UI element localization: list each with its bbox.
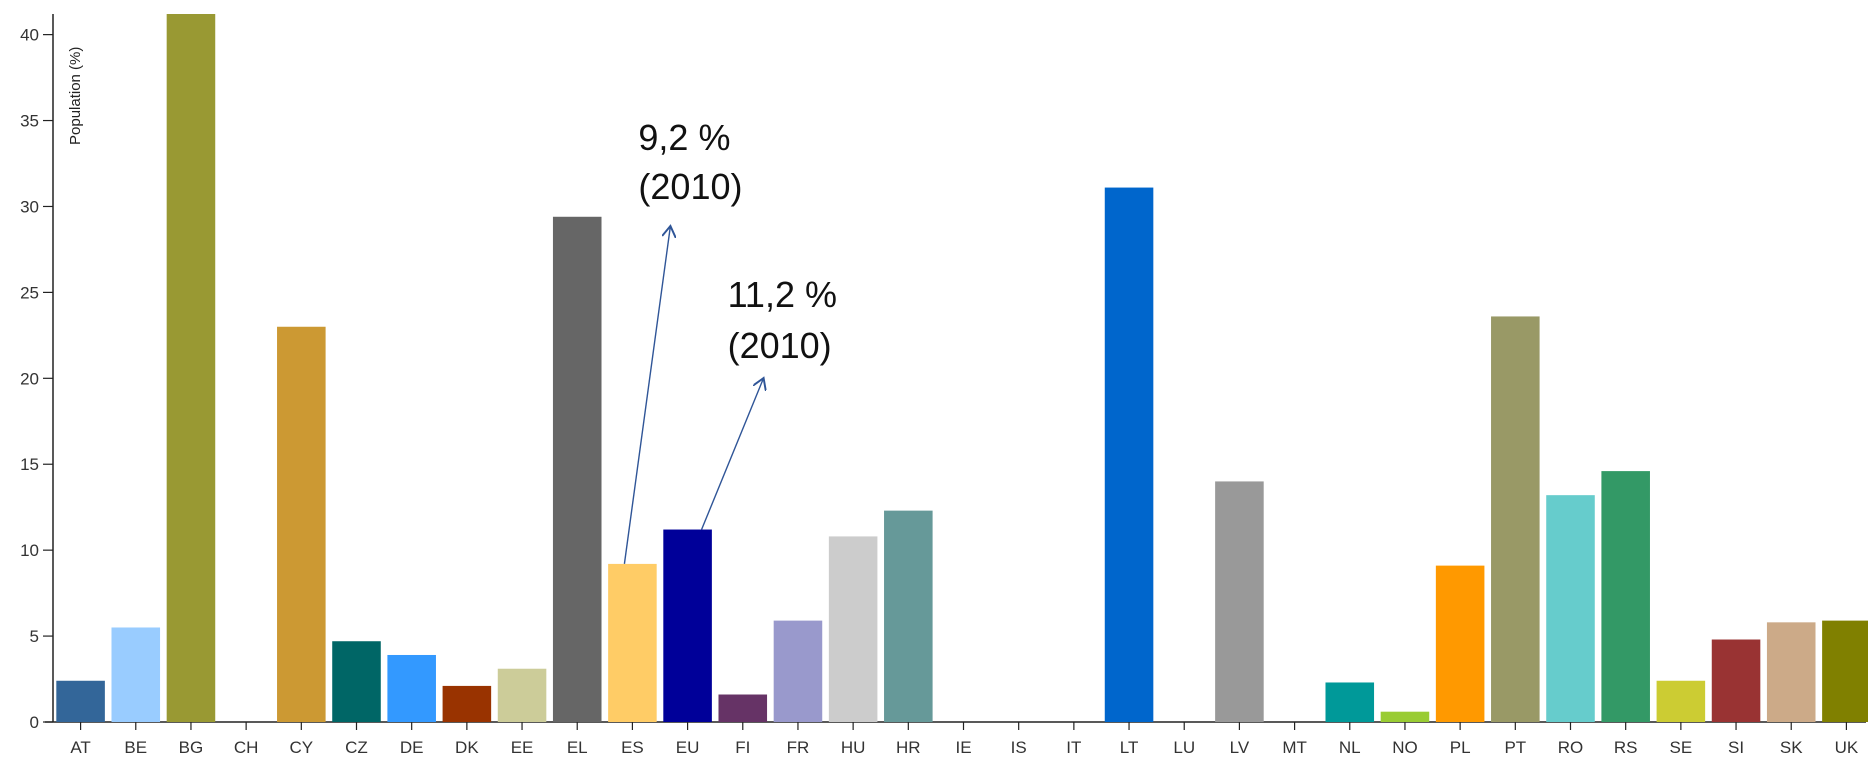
- annotation-value-es: 9,2 %: [638, 117, 730, 158]
- annotation-year-es: (2010): [638, 166, 742, 207]
- y-tick-label: 30: [20, 197, 39, 216]
- bar-ee: [497, 668, 547, 722]
- bar-rs: [1601, 471, 1650, 722]
- annotation-year-eu: (2010): [728, 325, 832, 366]
- x-tick-label-it: IT: [1066, 738, 1081, 757]
- bar-es: [608, 563, 657, 722]
- annotation-arrow-eu: [700, 378, 764, 530]
- bar-nl: [1325, 682, 1375, 722]
- y-tick-label: 35: [20, 112, 39, 131]
- x-tick-label-si: SI: [1728, 738, 1744, 757]
- x-tick-label-se: SE: [1670, 738, 1693, 757]
- x-tick-label-hr: HR: [896, 738, 921, 757]
- bar-uk: [1822, 620, 1868, 722]
- x-tick-label-pt: PT: [1504, 738, 1526, 757]
- x-tick-label-be: BE: [124, 738, 147, 757]
- y-tick-label: 0: [30, 713, 39, 732]
- x-tick-label-rs: RS: [1614, 738, 1638, 757]
- y-ticks: 0 5 10 15 20 25 30 35 40: [20, 26, 53, 732]
- y-tick-label: 10: [20, 541, 39, 560]
- y-tick-label: 20: [20, 369, 39, 388]
- x-tick-label-pl: PL: [1450, 738, 1471, 757]
- annotations: 9,2 % (2010) 11,2 % (2010): [623, 117, 837, 564]
- bar-cz: [332, 641, 381, 722]
- annotation-value-eu: 11,2 %: [728, 274, 837, 315]
- bar-cy: [277, 326, 326, 722]
- bar-eu: [663, 529, 712, 722]
- bar-be: [111, 627, 161, 722]
- bar-no: [1380, 711, 1430, 722]
- x-tick-label-no: NO: [1392, 738, 1418, 757]
- x-tick-label-is: IS: [1011, 738, 1027, 757]
- bar-de: [387, 654, 436, 722]
- x-tick-label-hu: HU: [841, 738, 866, 757]
- bar-hu: [828, 536, 878, 722]
- bar-hr: [884, 510, 933, 722]
- x-tick-label-eu: EU: [676, 738, 700, 757]
- x-tick-label-el: EL: [567, 738, 588, 757]
- x-tick-label-ie: IE: [955, 738, 971, 757]
- x-tick-label-bg: BG: [179, 738, 204, 757]
- x-tick-label-uk: UK: [1835, 738, 1859, 757]
- y-tick-label: 25: [20, 283, 39, 302]
- bar-sk: [1766, 622, 1816, 722]
- bars: [56, 14, 1868, 722]
- bar-bg: [166, 14, 216, 722]
- x-ticks: AT BE BG CH CY CZ DE DK EE EL ES EU FI FR HU HR IE IS IT LT…: [70, 722, 1859, 757]
- bar-el: [552, 216, 602, 722]
- bar-at: [56, 680, 105, 722]
- x-tick-label-de: DE: [400, 738, 424, 757]
- x-tick-label-lt: LT: [1120, 738, 1139, 757]
- x-tick-label-cz: CZ: [345, 738, 368, 757]
- x-tick-label-nl: NL: [1339, 738, 1361, 757]
- bar-dk: [442, 685, 492, 722]
- annotation-arrow-es: [623, 226, 670, 564]
- y-tick-label: 15: [20, 455, 39, 474]
- x-tick-label-ch: CH: [234, 738, 259, 757]
- x-tick-label-lv: LV: [1230, 738, 1250, 757]
- x-tick-label-ro: RO: [1558, 738, 1584, 757]
- x-tick-label-cy: CY: [290, 738, 314, 757]
- x-tick-label-ee: EE: [511, 738, 534, 757]
- x-tick-label-lu: LU: [1173, 738, 1195, 757]
- y-axis-label: Population (%): [67, 47, 84, 145]
- bar-pl: [1435, 565, 1485, 722]
- x-tick-label-fr: FR: [787, 738, 810, 757]
- bar-pt: [1491, 316, 1540, 722]
- bar-fr: [773, 620, 823, 722]
- x-tick-label-at: AT: [70, 738, 90, 757]
- x-tick-label-fi: FI: [735, 738, 750, 757]
- x-tick-label-sk: SK: [1780, 738, 1803, 757]
- bar-ro: [1546, 495, 1595, 722]
- x-tick-label-dk: DK: [455, 738, 479, 757]
- bar-fi: [718, 694, 768, 722]
- bar-lv: [1215, 481, 1264, 722]
- x-tick-label-mt: MT: [1282, 738, 1307, 757]
- bar-si: [1711, 639, 1761, 722]
- bar-lt: [1104, 187, 1154, 722]
- y-tick-label: 5: [30, 627, 39, 646]
- y-tick-label: 40: [20, 26, 39, 45]
- x-tick-label-es: ES: [621, 738, 644, 757]
- bar-se: [1656, 680, 1706, 722]
